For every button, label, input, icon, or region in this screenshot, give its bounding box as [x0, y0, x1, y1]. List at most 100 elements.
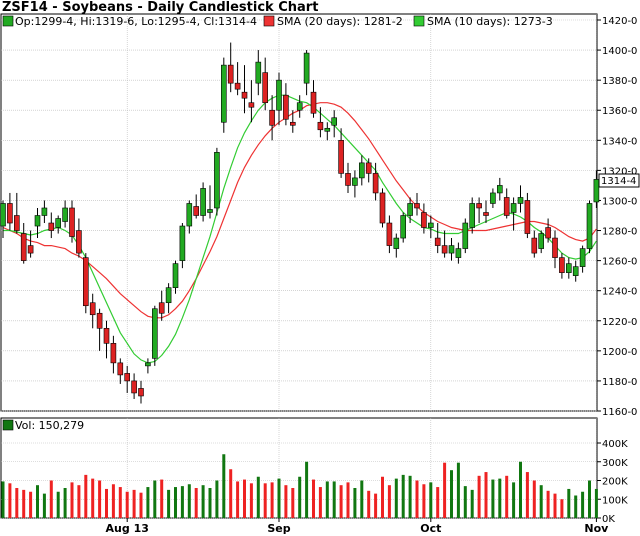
candle-body — [34, 215, 41, 227]
x-tick-label: Aug 13 — [106, 522, 149, 535]
price-tick-label: 1240-0 — [602, 287, 637, 298]
candle-body — [83, 257, 89, 307]
candle-body — [221, 64, 227, 123]
volume-bar — [498, 478, 502, 518]
candle-body — [303, 52, 310, 84]
x-tick-label: Sep — [267, 522, 290, 535]
volume-bar — [111, 484, 115, 518]
volume-bars — [1, 454, 598, 518]
volume-bar — [560, 499, 564, 518]
volume-tick-label: 0K — [602, 514, 615, 525]
price-legend: Op:1299-4, Hi:1319-6, Lo:1295-4, Cl:1314… — [2, 15, 553, 28]
candle-body — [207, 209, 213, 213]
volume-legend-swatch — [2, 419, 14, 431]
volume-bar — [174, 487, 177, 518]
volume-bar — [70, 482, 74, 518]
candle-body — [158, 302, 165, 314]
price-tick-label: 1400-0 — [602, 46, 637, 57]
price-axis: 1420-0 1400-0 1380-0 1360-0 1340-0 1320-0 1300… — [597, 16, 637, 418]
volume-bar — [270, 482, 274, 518]
volume-bar — [463, 486, 467, 518]
volume-bar — [325, 481, 329, 518]
volume-bar — [374, 493, 378, 518]
sma20-legend-swatch — [263, 15, 275, 27]
volume-bar — [15, 488, 19, 518]
volume-bar — [180, 486, 184, 518]
candle-body — [89, 302, 96, 316]
sma20-legend-text: SMA (20 days): 1281-2 — [277, 15, 403, 28]
volume-bar — [505, 475, 509, 518]
x-tick-label: Nov — [584, 522, 609, 535]
last-price-tag: 1314-4 — [598, 173, 640, 188]
volume-axis: 400K 300K 200K 100K 0K — [597, 439, 628, 525]
volume-tick-label: 300K — [602, 458, 628, 469]
candle-body — [593, 179, 600, 203]
volume-bar — [77, 485, 81, 518]
candle-body — [262, 72, 269, 104]
volume-bar — [532, 480, 536, 518]
volume-bar — [387, 485, 391, 518]
volume-bar — [229, 469, 233, 518]
price-tick-label: 1380-0 — [602, 76, 637, 87]
candle-body — [145, 362, 151, 367]
volume-tick-label: 100K — [602, 495, 628, 506]
volume-bar — [574, 495, 578, 518]
price-tick-label: 1220-0 — [602, 317, 637, 328]
volume-bar — [98, 480, 102, 518]
candle-body — [393, 237, 400, 249]
volume-bar — [36, 485, 39, 518]
candle-body — [386, 222, 393, 246]
candle-body — [289, 121, 296, 126]
volume-bar — [318, 487, 322, 518]
candle-body — [96, 312, 103, 329]
x-tick-label: Oct — [420, 522, 441, 535]
volume-bar — [436, 487, 440, 518]
volume-bar — [42, 493, 46, 518]
volume-bar — [512, 482, 516, 518]
volume-bar — [567, 488, 571, 518]
volume-bar — [477, 475, 481, 518]
last-price-label: 1314-4 — [601, 176, 636, 187]
candle-body — [41, 207, 48, 216]
volume-bar — [263, 483, 267, 518]
volume-bar — [539, 485, 543, 518]
x-axis: Aug 13 Sep Oct Nov — [106, 518, 609, 535]
volume-bar — [91, 478, 95, 518]
candle-body — [434, 237, 441, 246]
candle-body — [379, 192, 386, 224]
candle-body — [283, 94, 289, 120]
price-tick-label: 1420-0 — [602, 16, 637, 27]
candle-body — [345, 173, 351, 186]
candle-body — [248, 102, 255, 108]
candle-body — [572, 266, 579, 276]
candle-body — [310, 91, 317, 114]
candle-body — [124, 373, 130, 382]
candle-body — [414, 203, 420, 209]
volume-bar — [401, 474, 405, 518]
volume-bar — [22, 489, 26, 518]
candle-body — [331, 117, 338, 126]
volume-bar — [394, 478, 398, 518]
volume-bar — [305, 461, 309, 518]
candle-body — [372, 173, 379, 194]
volume-bar — [581, 491, 585, 518]
sma10-legend-swatch — [413, 15, 425, 27]
candle-body — [421, 212, 427, 228]
volume-bar — [429, 482, 433, 518]
volume-bar — [284, 485, 288, 518]
candle-body — [352, 177, 358, 186]
volume-bar — [1, 481, 5, 518]
candle-body — [227, 64, 234, 84]
ohlc-legend-swatch — [2, 15, 14, 27]
candle-body — [193, 206, 199, 216]
candle-body — [427, 222, 434, 228]
candle-body — [138, 388, 144, 397]
volume-bar — [243, 479, 246, 518]
candle-body — [55, 218, 62, 228]
candle-body — [338, 140, 344, 174]
candle-body — [103, 327, 110, 344]
volume-bar — [249, 483, 253, 518]
volume-bar — [208, 488, 212, 518]
